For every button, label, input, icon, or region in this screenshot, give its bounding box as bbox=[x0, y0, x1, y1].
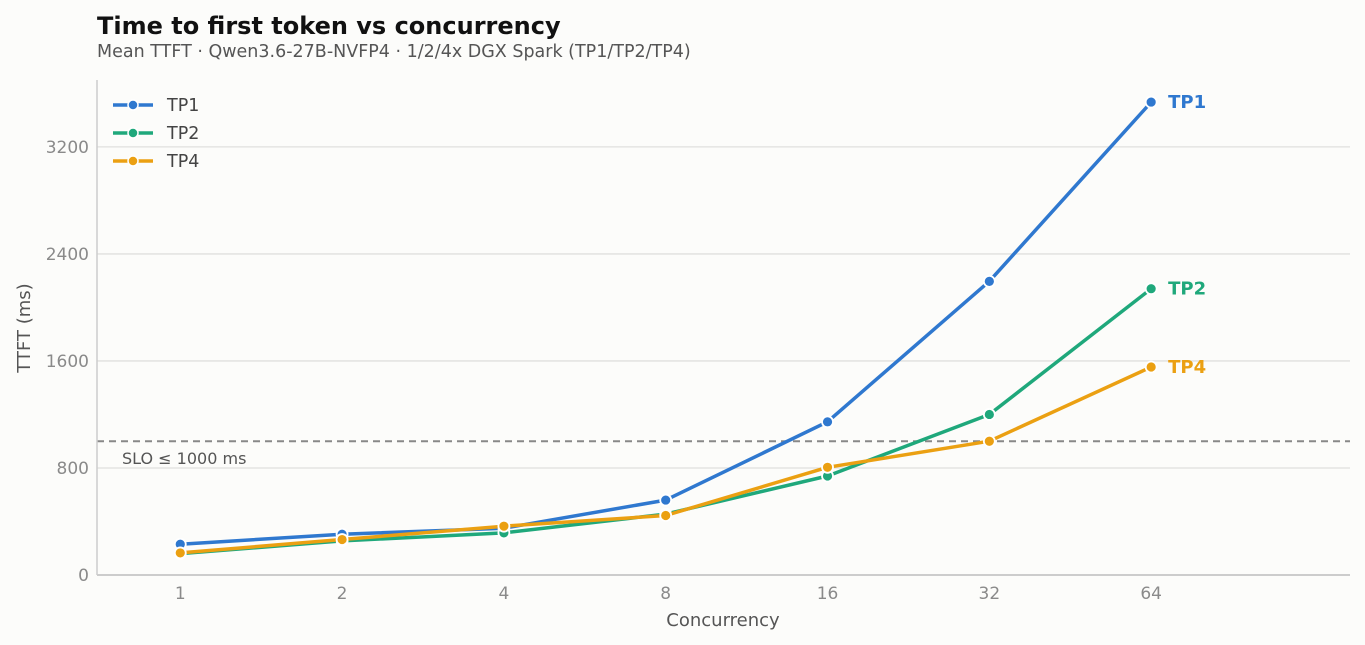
data-point-tp4 bbox=[821, 460, 834, 474]
series-end-label-tp4: TP4 bbox=[1168, 357, 1206, 378]
y-axis-label: TTFT (ms) bbox=[14, 283, 35, 373]
data-point-tp4 bbox=[659, 509, 673, 522]
x-tick-label: 32 bbox=[979, 584, 1001, 604]
slo-reference: SLO ≤ 1000 ms bbox=[97, 440, 1350, 468]
legend-label-tp4: TP4 bbox=[166, 152, 199, 172]
y-tick-label: 0 bbox=[78, 566, 89, 586]
y-tick-label: 2400 bbox=[46, 245, 89, 265]
y-tick-label: 800 bbox=[57, 459, 89, 479]
y-tick-label: 1600 bbox=[46, 352, 89, 372]
data-point-tp1 bbox=[821, 415, 834, 429]
series-end-labels: TP1 TP2 TP4 bbox=[1168, 92, 1206, 378]
legend-marker-tp2 bbox=[127, 127, 139, 139]
legend-marker-tp4 bbox=[127, 155, 139, 167]
x-tick-label: 2 bbox=[337, 584, 348, 604]
series-line-tp4 bbox=[178, 365, 1153, 555]
legend: TP1 TP2 TP4 bbox=[113, 96, 199, 172]
x-tick-label: 16 bbox=[817, 584, 839, 604]
gridlines bbox=[97, 146, 1350, 469]
data-point-tp4 bbox=[497, 519, 511, 533]
chart-title: Time to first token vs concurrency bbox=[97, 12, 561, 40]
x-tick-labels: 1 2 4 8 16 32 64 bbox=[175, 584, 1162, 604]
slo-label: SLO ≤ 1000 ms bbox=[122, 449, 246, 468]
series-end-label-tp2: TP2 bbox=[1168, 279, 1206, 300]
series-line-tp1 bbox=[178, 100, 1153, 546]
data-point-tp4 bbox=[1144, 360, 1158, 374]
x-tick-label: 8 bbox=[660, 584, 671, 604]
legend-label-tp1: TP1 bbox=[166, 96, 199, 116]
data-point-tp4 bbox=[173, 546, 187, 560]
legend-label-tp2: TP2 bbox=[166, 124, 199, 144]
chart-subtitle: Mean TTFT · Qwen3.6-27B-NVFP4 · 1/2/4x D… bbox=[97, 42, 691, 62]
data-point-tp4 bbox=[982, 434, 996, 448]
data-point-tp2 bbox=[1144, 282, 1158, 296]
data-point-tp2 bbox=[982, 408, 996, 421]
x-tick-label: 4 bbox=[498, 584, 509, 604]
series-group bbox=[173, 95, 1158, 560]
y-tick-labels: 0 800 1600 2400 3200 bbox=[46, 138, 89, 586]
x-tick-label: 64 bbox=[1140, 584, 1162, 604]
x-axis-label: Concurrency bbox=[666, 610, 780, 631]
data-point-tp4 bbox=[335, 533, 349, 546]
data-point-tp1 bbox=[1144, 95, 1158, 109]
legend-marker-tp1 bbox=[127, 99, 139, 111]
data-point-tp1 bbox=[659, 493, 673, 507]
series-end-label-tp1: TP1 bbox=[1168, 92, 1206, 113]
x-tick-label: 1 bbox=[175, 584, 186, 604]
y-tick-label: 3200 bbox=[46, 138, 89, 158]
data-point-tp1 bbox=[982, 274, 996, 288]
